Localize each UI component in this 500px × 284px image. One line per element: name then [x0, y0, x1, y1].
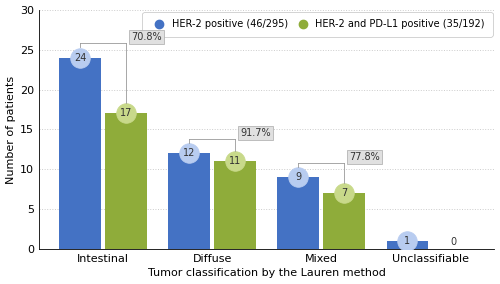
Text: 12: 12 [183, 149, 196, 158]
Text: 9: 9 [295, 172, 302, 182]
Point [122, 111, 130, 116]
Bar [324, 193, 364, 249]
Point [403, 239, 411, 244]
Text: 0: 0 [450, 237, 456, 247]
X-axis label: Tumor classification by the Lauren method: Tumor classification by the Lauren metho… [148, 268, 386, 278]
Text: 77.8%: 77.8% [350, 152, 380, 162]
Bar [168, 153, 210, 249]
Bar [278, 178, 319, 249]
Text: 1: 1 [404, 236, 410, 247]
Legend: HER-2 positive (46/295), HER-2 and PD-L1 positive (35/192): HER-2 positive (46/295), HER-2 and PD-L1… [144, 14, 490, 34]
Text: 70.8%: 70.8% [132, 32, 162, 42]
Bar [105, 114, 146, 249]
Point [340, 191, 348, 196]
Bar [386, 241, 428, 249]
Text: 11: 11 [229, 156, 241, 166]
Point [294, 175, 302, 180]
Point [76, 55, 84, 60]
Text: 24: 24 [74, 53, 86, 62]
Text: 7: 7 [341, 189, 347, 199]
Point [185, 151, 193, 156]
Text: 17: 17 [120, 108, 132, 118]
Point [231, 159, 239, 164]
Bar [60, 58, 101, 249]
Bar [214, 162, 256, 249]
Text: 91.7%: 91.7% [240, 128, 271, 138]
Y-axis label: Number of patients: Number of patients [6, 76, 16, 183]
